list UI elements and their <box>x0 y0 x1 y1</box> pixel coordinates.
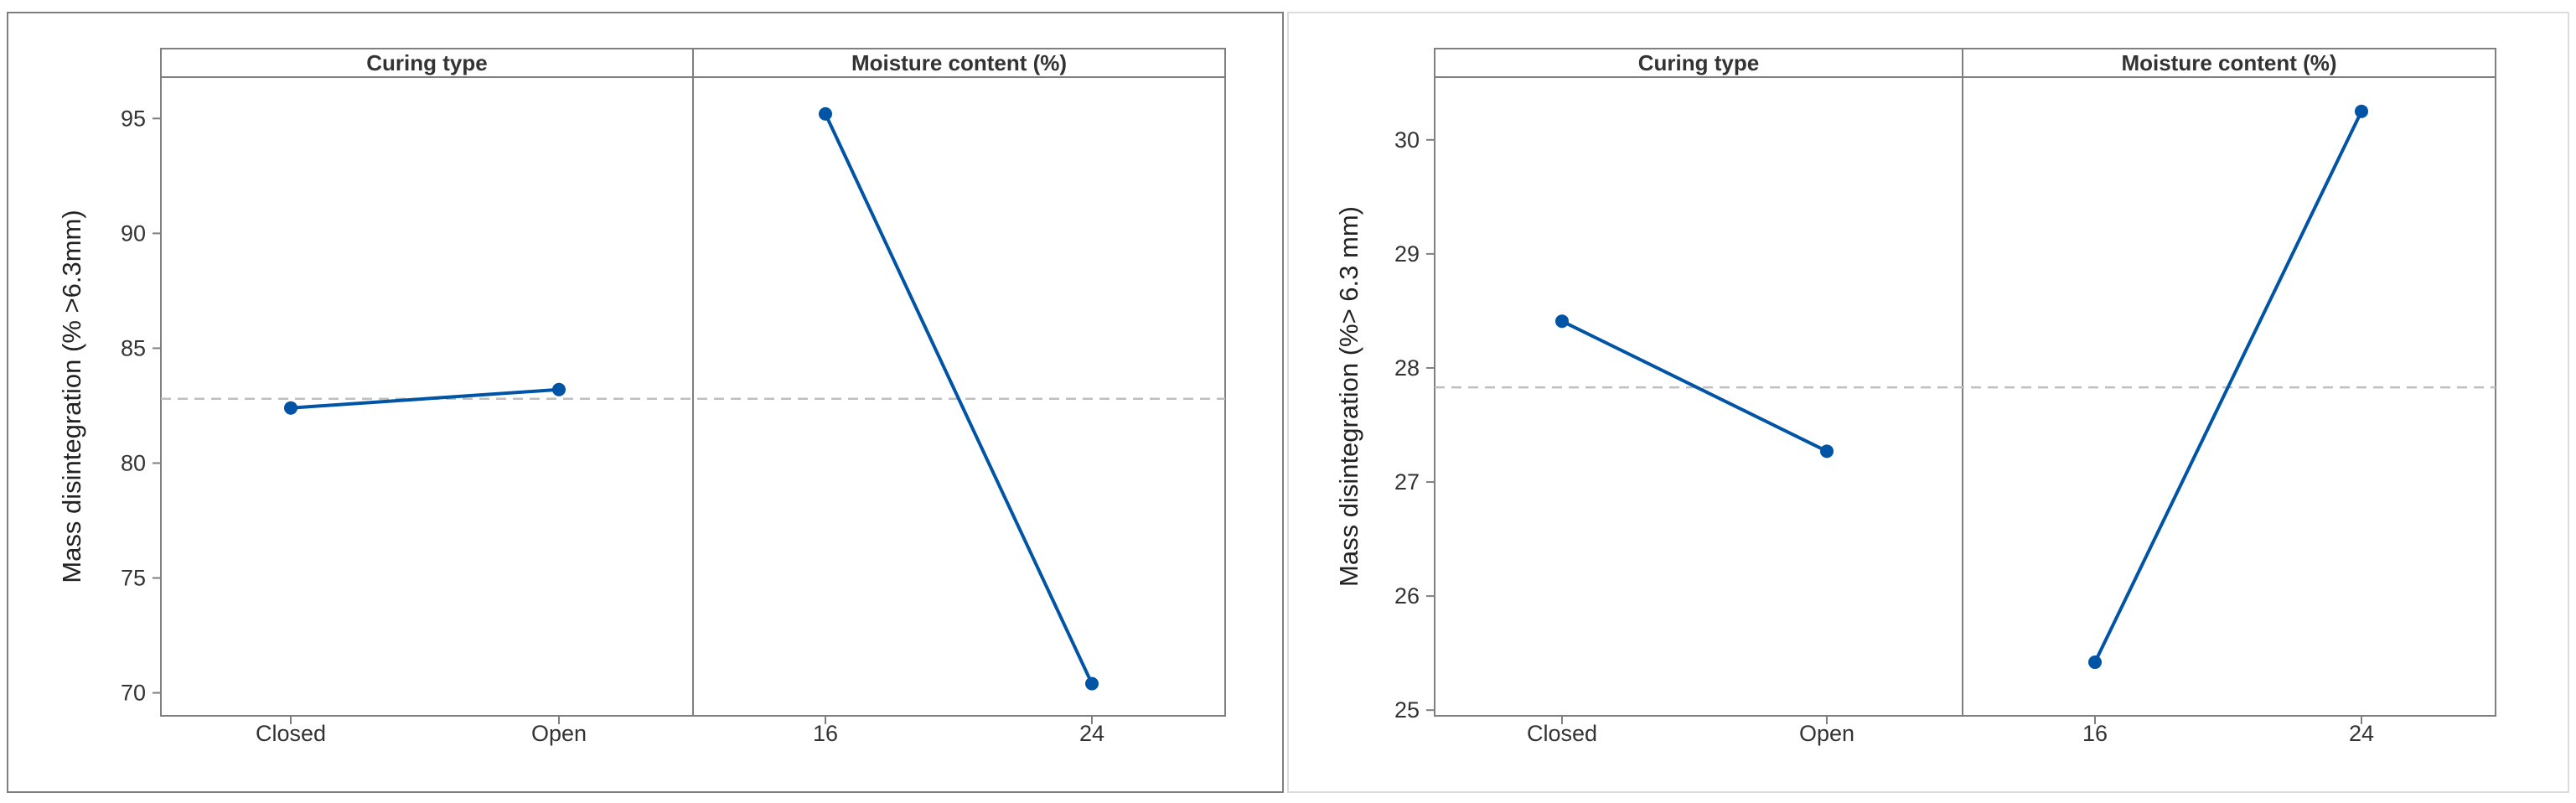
chart2-x-category-label: Open <box>1799 721 1854 746</box>
left-chart-panel <box>7 12 1284 793</box>
chart1-x-category-label: Open <box>531 721 587 746</box>
chart1-y-tick-label: 75 <box>121 566 146 591</box>
chart2-facet-1-point-open <box>1820 444 1834 458</box>
chart1-facet-1-point-open <box>552 382 566 396</box>
chart2-y-tick-label: 26 <box>1394 583 1420 609</box>
chart1-y-tick-label: 95 <box>121 106 146 131</box>
chart2-y-tick-label: 28 <box>1394 355 1420 381</box>
chart2-y-axis-title: Mass disintegration (%> 6.3 mm) <box>1334 206 1363 587</box>
chart2-y-tick-label: 27 <box>1394 469 1420 495</box>
chart2-x-category-label: Closed <box>1527 721 1597 746</box>
chart1-x-category-label: 16 <box>813 721 838 746</box>
chart2-strip-box-1 <box>1434 48 1963 78</box>
right-chart-panel <box>1287 12 2569 793</box>
chart2-facet-2-point-16 <box>2088 655 2102 670</box>
chart2-facet-1-series-line <box>1561 319 1828 453</box>
chart2-y-tick-label: 25 <box>1394 697 1420 723</box>
chart2-y-tick-label: 30 <box>1394 127 1420 153</box>
chart2-y-tick-label: 29 <box>1394 241 1420 267</box>
chart1-facet-title-1: Curing type <box>366 50 487 75</box>
chart1-facet-2-series-line <box>824 113 1094 685</box>
chart1-y-tick-label: 80 <box>121 450 146 475</box>
chart2-facet-title-1: Curing type <box>1638 50 1759 75</box>
chart1-y-axis-title: Mass disintegration (% >6.3mm) <box>57 210 86 583</box>
chart2-x-category-label: 24 <box>2349 721 2374 746</box>
chart2-facet-title-2: Moisture content (%) <box>2121 50 2336 75</box>
chart1-y-tick-label: 90 <box>121 220 146 246</box>
chart1-y-tick-label: 70 <box>121 681 146 706</box>
chart2-x-category-label: 16 <box>2082 721 2108 746</box>
chart1-facet-title-2: Moisture content (%) <box>851 50 1067 75</box>
chart2-facet-2-series-line <box>2093 110 2363 663</box>
chart2-strip-box-2 <box>1962 48 2496 78</box>
chart1-strip-box-2 <box>692 48 1226 78</box>
chart1-facet-1-point-closed <box>284 401 297 415</box>
chart1-x-category-label: Closed <box>256 721 326 746</box>
chart1-facet-1-series-line <box>290 387 560 410</box>
chart2-facet-1-point-closed <box>1555 314 1569 329</box>
chart2-facet-2-point-24 <box>2355 104 2368 118</box>
chart1-facet-2-point-16 <box>819 106 832 121</box>
chart1-x-category-label: 24 <box>1079 721 1104 746</box>
chart2-plot-frame <box>1434 76 2496 717</box>
chart1-y-tick-label: 85 <box>121 335 146 360</box>
chart1-facet-2-point-24 <box>1085 676 1099 691</box>
